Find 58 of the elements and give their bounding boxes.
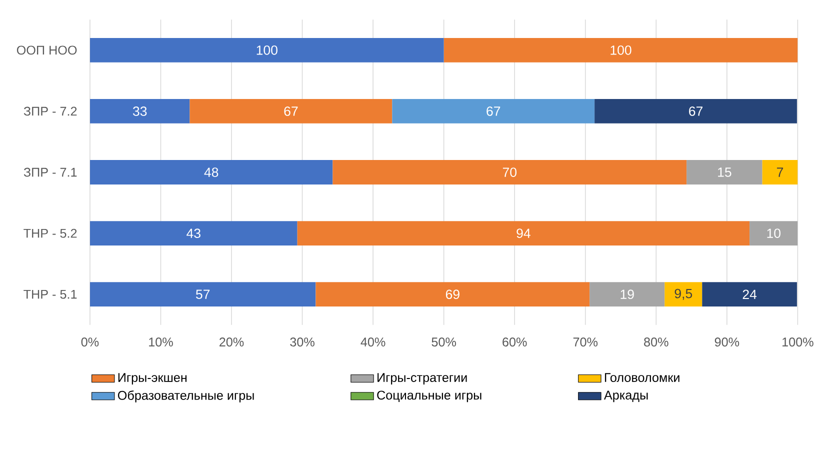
annotation: 33 [132,106,147,116]
x-tick-label: 40% [360,338,386,347]
y-tick-label: ООП НОО [16,46,77,55]
annotation: 9,5 [674,288,692,300]
bar [90,99,190,124]
bar [392,99,595,124]
x-tick-label: 60% [502,338,527,347]
y-tick-label: ЗПР - 7.2 [24,106,77,116]
annotation: 69 [446,290,460,300]
annotation: 67 [486,106,500,116]
bar [332,160,687,185]
annotation: 100 [256,46,278,55]
annotation: 43 [186,228,200,238]
bar [444,38,798,62]
x-tick-label: 90% [714,338,740,347]
bar [190,99,392,124]
legend-label: Социальные игры [377,390,482,402]
legend-label: Игры-экшен [118,373,187,385]
bar [762,160,798,185]
legend-label: Аркады [604,390,648,402]
bar [686,160,762,185]
annotation: 94 [516,228,530,238]
x-tick-label: 70% [573,338,598,347]
y-tick-label: ЗПР - 7.1 [24,168,77,177]
legend-label: Игры-стратегии [378,373,467,385]
bar [750,221,798,246]
bar [90,282,316,307]
annotation: 57 [196,290,210,300]
bar [316,282,590,307]
bar [594,99,797,124]
x-tick-label: 80% [644,338,668,347]
x-tick-label: 20% [220,338,244,347]
annotation: 67 [689,106,702,116]
annotation: 48 [204,168,218,178]
bar [90,38,444,62]
bar [590,282,665,307]
x-tick-label: 100% [782,338,814,347]
y-tick-label: ТНР - 5.2 [24,228,77,238]
bar [702,282,797,307]
annotation: 67 [284,106,298,116]
annotation: 19 [620,290,634,300]
annotation: 10 [767,228,780,238]
annotation: 7 [776,168,784,177]
bar [90,160,333,185]
y-tick-label: ТНР - 5.1 [24,290,77,299]
legend-label: Головоломки [604,373,680,382]
annotation: 70 [502,168,517,178]
legend-label: Образовательные игры [118,390,254,402]
bar [90,221,298,246]
x-tick-label: 0% [81,338,99,347]
annotation: 100 [610,46,632,55]
annotation: 15 [718,168,732,177]
x-tick-label: 10% [149,338,173,347]
x-tick-label: 50% [432,338,456,347]
annotation: 24 [742,290,757,300]
bar [297,221,750,246]
bar [664,282,702,307]
x-tick-label: 30% [290,338,314,347]
